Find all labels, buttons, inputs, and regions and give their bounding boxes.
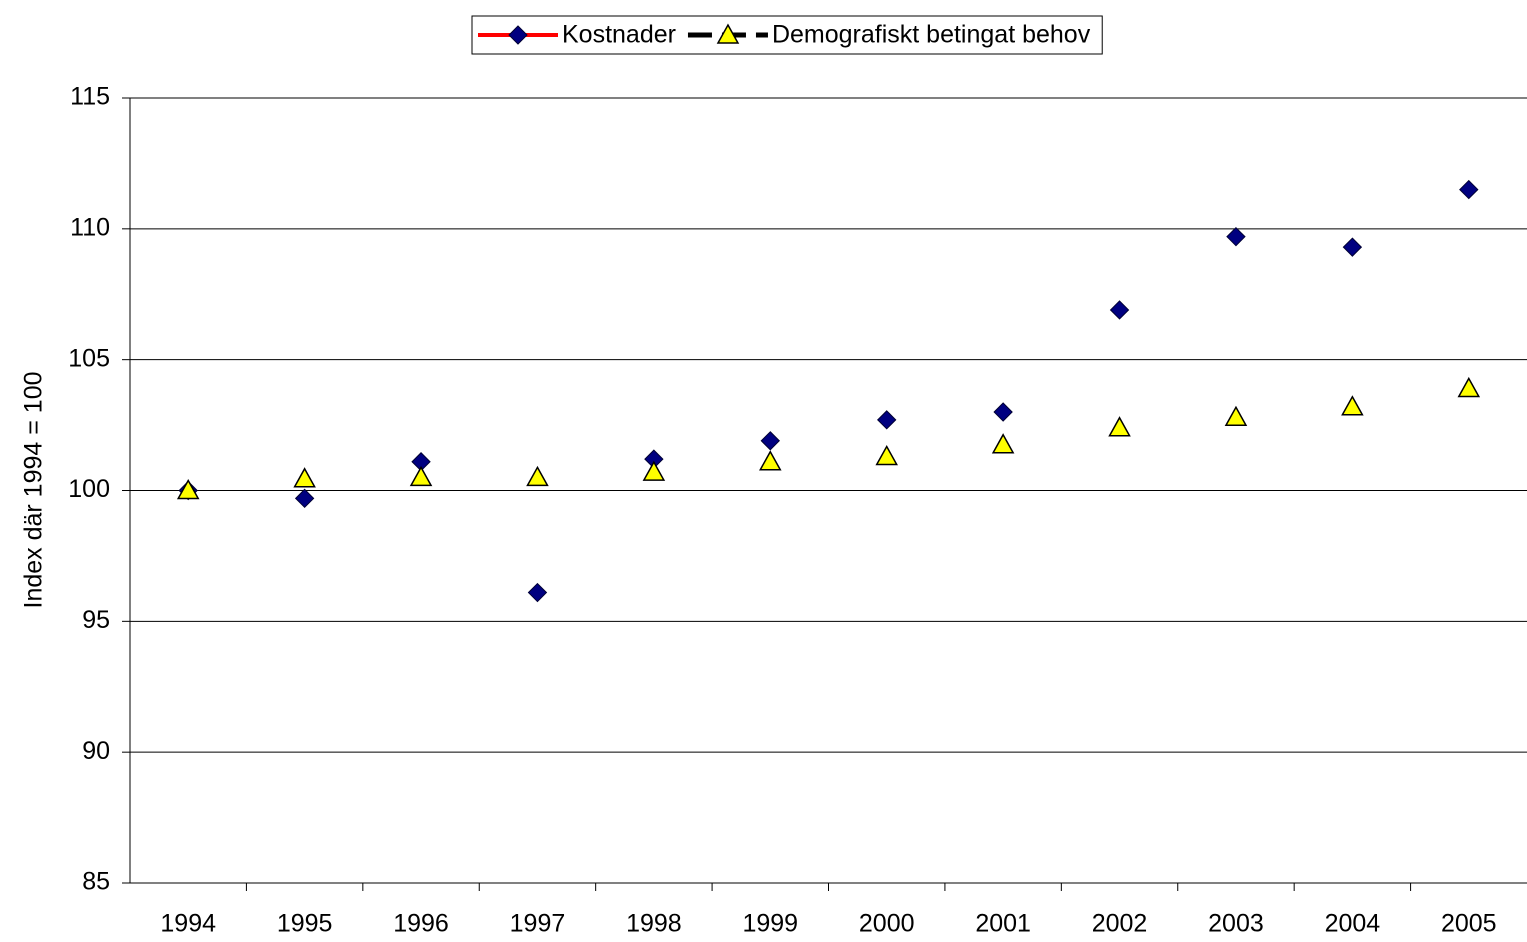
marker [642, 460, 666, 481]
y-axis-label: Index där 1994 = 100 [20, 372, 48, 609]
marker [760, 431, 780, 451]
y-tick-label: 115 [70, 83, 110, 111]
y-tick-label: 85 [82, 868, 110, 896]
marker [1108, 416, 1131, 437]
y-tick-label: 100 [68, 475, 110, 503]
marker [991, 433, 1015, 454]
marker [1457, 376, 1481, 398]
marker [409, 465, 433, 487]
x-tick-label: 1994 [160, 910, 216, 938]
marker [1341, 395, 1364, 416]
marker [526, 465, 549, 487]
x-tick-label: 1995 [277, 910, 333, 938]
legend-label: Kostnader [562, 21, 676, 49]
legend: Kostnader Demografiskt betingat behov [471, 15, 1103, 55]
marker [1226, 226, 1246, 247]
marker [993, 402, 1013, 422]
legend-label: Demografiskt betingat behov [772, 21, 1091, 49]
marker [1459, 179, 1479, 200]
marker [877, 410, 897, 430]
marker [527, 582, 548, 603]
legend-box [471, 15, 1103, 55]
marker [293, 467, 316, 488]
x-tick-label: 2003 [1208, 910, 1264, 938]
marker [176, 478, 200, 500]
y-tick-label: 105 [68, 344, 110, 372]
y-tick-label: 90 [82, 737, 110, 765]
x-tick-label: 2004 [1325, 910, 1381, 938]
marker [1109, 300, 1130, 320]
x-tick-label: 2000 [859, 910, 915, 938]
y-tick-label: 95 [82, 606, 110, 634]
marker [1342, 237, 1363, 257]
x-tick-label: 2005 [1441, 910, 1497, 938]
x-tick-label: 1998 [626, 910, 682, 938]
marker [508, 25, 528, 45]
x-tick-label: 1996 [393, 910, 449, 938]
marker [294, 488, 315, 509]
marker [875, 444, 898, 466]
x-tick-label: 2001 [975, 910, 1031, 938]
x-tick-label: 1999 [742, 910, 798, 938]
y-tick-label: 110 [70, 213, 110, 241]
marker [716, 23, 740, 44]
x-tick-label: 2002 [1092, 910, 1148, 938]
x-tick-label: 1997 [510, 910, 566, 938]
marker [759, 450, 782, 471]
marker [1224, 405, 1248, 426]
